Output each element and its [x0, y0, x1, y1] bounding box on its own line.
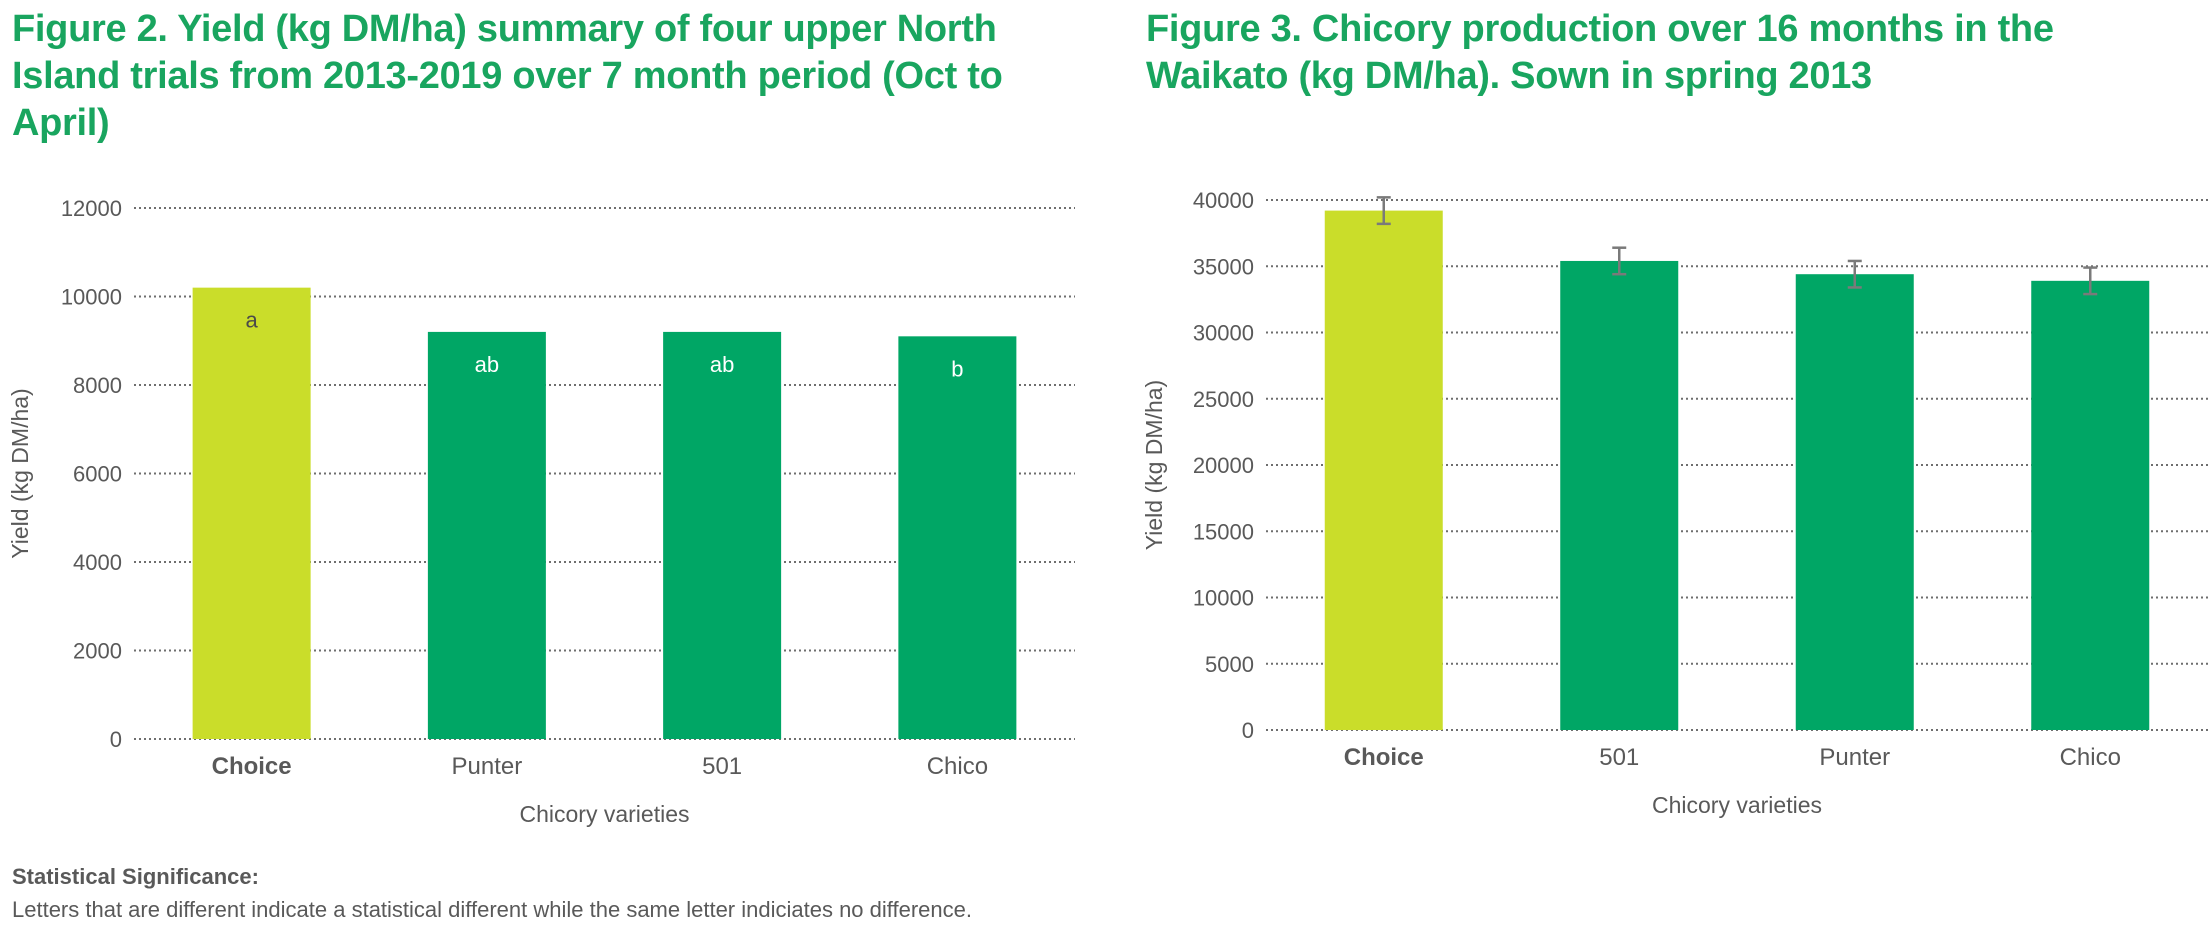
y-tick-label: 20000	[1193, 453, 1254, 478]
statistical-significance-note: Statistical Significance: Letters that a…	[12, 860, 1162, 926]
bar	[427, 331, 546, 739]
bar	[1795, 274, 1914, 730]
x-axis-title: Chicory varieties	[520, 801, 690, 827]
x-category-label: Chico	[2060, 744, 2121, 771]
y-tick-label: 10000	[1193, 586, 1254, 611]
y-tick-label: 0	[110, 727, 122, 752]
bar-data-label: b	[951, 356, 963, 381]
y-tick-label: 40000	[1193, 188, 1254, 213]
y-axis-title: Yield (kg DM/ha)	[7, 388, 33, 558]
bar	[2031, 280, 2150, 730]
y-tick-label: 5000	[1205, 652, 1254, 677]
y-tick-label: 10000	[61, 285, 122, 310]
bar-data-label: ab	[710, 352, 734, 377]
x-category-label: 501	[1599, 744, 1639, 771]
x-category-label: Punter	[452, 753, 523, 780]
note-heading: Statistical Significance:	[12, 864, 259, 889]
y-tick-label: 0	[1242, 718, 1254, 743]
bar-data-label: ab	[475, 352, 499, 377]
note-text: Letters that are different indicate a st…	[12, 897, 972, 922]
y-tick-label: 2000	[73, 639, 122, 664]
bar-data-label: a	[246, 308, 259, 333]
y-tick-label: 4000	[73, 550, 122, 575]
x-category-label: Chico	[927, 753, 988, 780]
bar	[898, 336, 1017, 739]
y-tick-label: 25000	[1193, 387, 1254, 412]
y-axis-title: Yield (kg DM/ha)	[1141, 380, 1167, 550]
x-category-label: Choice	[1344, 744, 1424, 771]
bar	[1560, 260, 1679, 730]
bar	[192, 287, 311, 739]
y-tick-label: 12000	[61, 196, 122, 221]
bar	[1324, 210, 1443, 731]
figure3-bar-chart: 0 5000 10000 15000 20000 25000 30000 35000 40000…	[1141, 188, 2208, 818]
x-category-label: Punter	[1819, 744, 1890, 771]
y-tick-label: 35000	[1193, 254, 1254, 279]
y-tick-label: 8000	[73, 373, 122, 398]
x-axis-title: Chicory varieties	[1652, 792, 1822, 818]
y-tick-label: 30000	[1193, 321, 1254, 346]
y-tick-label: 15000	[1193, 519, 1254, 544]
figure2-bar-chart: 0 2000 4000 6000 8000 10000 12000 Choice a Punter…	[7, 196, 1075, 827]
bar	[663, 331, 782, 739]
x-category-label: 501	[702, 753, 742, 780]
x-category-label: Choice	[212, 753, 292, 780]
figure2-title: Figure 2. Yield (kg DM/ha) summary of fo…	[12, 8, 1003, 144]
figure3-title: Figure 3. Chicory production over 16 mon…	[1146, 8, 2054, 97]
y-tick-label: 6000	[73, 462, 122, 487]
